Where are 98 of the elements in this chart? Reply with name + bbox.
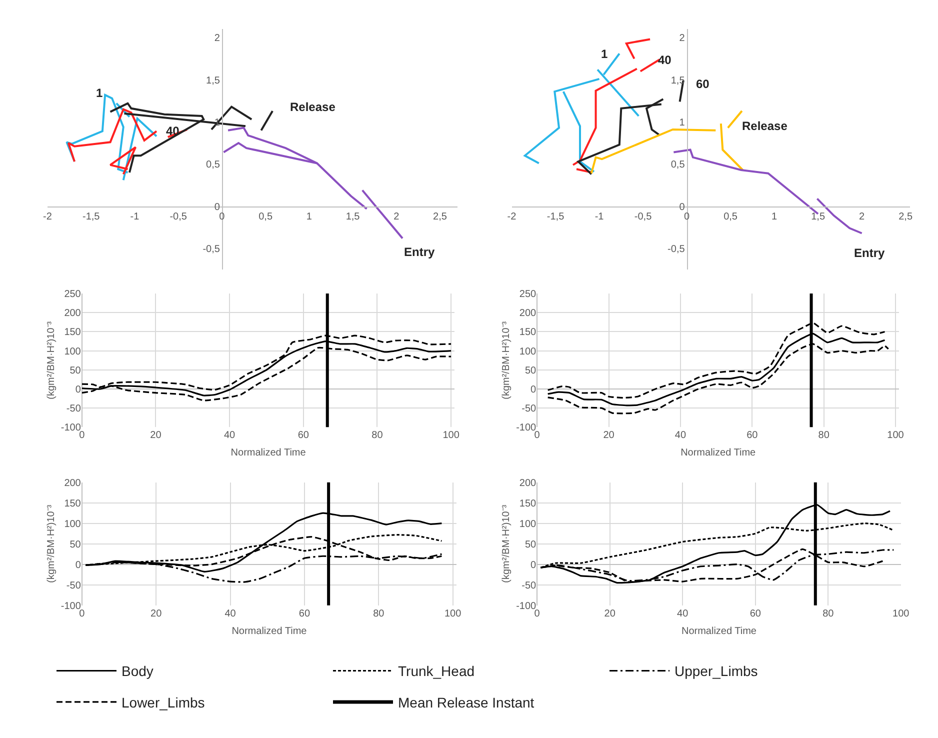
x-tick-label: 40 bbox=[224, 608, 236, 620]
y-tick-label: 1 bbox=[679, 117, 686, 128]
y-tick-label: 0 bbox=[75, 560, 82, 571]
x-axis-title: Normalized Time bbox=[681, 626, 757, 637]
y-tick-label: -0,5 bbox=[202, 244, 220, 255]
x-tick-label: 1 bbox=[772, 211, 778, 222]
x-tick-label: -0,5 bbox=[634, 211, 652, 222]
y-tick-label: 250 bbox=[64, 289, 82, 300]
x-tick-label: -0,5 bbox=[170, 211, 188, 222]
x-tick-label: 20 bbox=[150, 430, 162, 442]
y-axis-title: (kgm²/BM·H²)10⁻³ bbox=[46, 504, 57, 583]
x-tick-label: 2 bbox=[859, 211, 866, 222]
y-tick-label: 100 bbox=[64, 518, 82, 530]
x-tick-label: 2 bbox=[394, 211, 400, 222]
y-tick-label: 50 bbox=[524, 365, 537, 376]
y-tick-label: 150 bbox=[519, 327, 537, 338]
y-tick-label: 0 bbox=[214, 202, 220, 213]
x-tick-label: 20 bbox=[604, 608, 616, 620]
annotation: 40 bbox=[658, 53, 672, 67]
y-tick-label: 2 bbox=[679, 33, 686, 44]
y-tick-label: 0 bbox=[75, 384, 82, 396]
x-tick-label: 60 bbox=[746, 430, 758, 442]
annotation: 60 bbox=[696, 77, 710, 91]
y-tick-label: 2 bbox=[214, 33, 220, 44]
annotation: 1 bbox=[601, 47, 608, 61]
y-axis-title: (kgm²/BM·H²)10⁻³ bbox=[501, 320, 512, 400]
y-tick-label: 50 bbox=[524, 539, 537, 550]
x-tick-label: 80 bbox=[373, 608, 385, 620]
x-tick-label: 40 bbox=[677, 608, 689, 620]
x-tick-label: 20 bbox=[150, 608, 162, 620]
y-tick-label: 150 bbox=[64, 498, 82, 510]
annotation: Entry bbox=[404, 245, 435, 259]
y-tick-label: 200 bbox=[64, 308, 82, 320]
y-tick-label: 200 bbox=[519, 308, 537, 320]
x-tick-label: -1 bbox=[130, 211, 140, 222]
x-tick-label: 20 bbox=[603, 430, 615, 442]
x-tick-label: 0,5 bbox=[724, 211, 738, 222]
y-tick-label: 0,5 bbox=[670, 160, 686, 171]
x-tick-label: 100 bbox=[892, 608, 910, 620]
x-tick-label: 40 bbox=[224, 430, 236, 442]
x-tick-label: 60 bbox=[298, 608, 310, 620]
annotation: 40 bbox=[166, 124, 180, 138]
y-tick-label: 0 bbox=[530, 384, 537, 396]
y-tick-label: 150 bbox=[519, 498, 537, 510]
x-tick-label: 0,5 bbox=[258, 211, 273, 222]
y-tick-label: -50 bbox=[522, 404, 537, 415]
y-tick-label: 100 bbox=[519, 346, 537, 358]
annotation: Release bbox=[742, 119, 788, 133]
y-tick-label: 1,5 bbox=[206, 75, 220, 86]
x-tick-label: 2,5 bbox=[898, 211, 913, 222]
y-tick-label: 150 bbox=[64, 327, 82, 338]
x-tick-label: 60 bbox=[750, 608, 762, 620]
y-tick-label: 0 bbox=[679, 202, 686, 213]
y-axis-title: (kgm²/BM·H²)10⁻³ bbox=[46, 320, 57, 400]
x-tick-label: 1 bbox=[306, 211, 312, 222]
legend-label: Trunk_Head bbox=[398, 663, 475, 680]
y-tick-label: -100 bbox=[516, 600, 537, 612]
x-tick-label: 1,5 bbox=[346, 211, 360, 222]
legend-label: Upper_Limbs bbox=[674, 663, 758, 680]
y-tick-label: 0 bbox=[530, 560, 537, 571]
annotation: Release bbox=[290, 100, 336, 114]
y-tick-label: 50 bbox=[70, 539, 82, 550]
legend-label: Body bbox=[122, 663, 154, 680]
x-axis-title: Normalized Time bbox=[680, 448, 756, 459]
y-tick-label: 200 bbox=[519, 478, 537, 489]
x-tick-label: -1 bbox=[594, 211, 604, 222]
legend-label: Mean Release Instant bbox=[398, 694, 534, 710]
y-tick-label: 200 bbox=[64, 478, 82, 489]
legend-label: Lower_Limbs bbox=[122, 694, 205, 710]
x-tick-label: 40 bbox=[674, 430, 686, 442]
x-axis-title: Normalized Time bbox=[230, 448, 306, 459]
x-tick-label: 80 bbox=[372, 430, 384, 442]
x-tick-label: 2,5 bbox=[433, 211, 448, 222]
y-tick-label: 100 bbox=[519, 518, 537, 530]
y-tick-label: 1,5 bbox=[670, 75, 686, 86]
x-tick-label: 100 bbox=[444, 608, 462, 620]
x-tick-label: 80 bbox=[822, 608, 834, 620]
y-axis-title: (kgm²/BM·H²)10⁻³ bbox=[501, 504, 512, 583]
x-tick-label: 80 bbox=[818, 430, 830, 442]
x-tick-label: 1,5 bbox=[811, 211, 826, 222]
y-tick-label: -50 bbox=[522, 580, 537, 592]
x-tick-label: 60 bbox=[298, 430, 310, 442]
y-tick-label: 50 bbox=[70, 365, 82, 376]
y-tick-label: 250 bbox=[519, 289, 537, 300]
x-tick-label: -1,5 bbox=[546, 211, 565, 222]
annotation: 1 bbox=[96, 86, 103, 100]
y-tick-label: -0,5 bbox=[668, 244, 686, 255]
y-tick-label: 0,5 bbox=[206, 160, 220, 171]
x-tick-label: -2 bbox=[507, 211, 517, 222]
annotation: Entry bbox=[854, 246, 885, 260]
y-tick-label: -50 bbox=[66, 404, 82, 415]
x-tick-label: -1,5 bbox=[82, 211, 100, 222]
x-tick-label: 100 bbox=[442, 430, 460, 442]
y-tick-label: -50 bbox=[66, 580, 82, 592]
y-tick-label: 100 bbox=[64, 346, 82, 358]
x-tick-label: -2 bbox=[43, 211, 52, 222]
x-axis-title: Normalized Time bbox=[232, 626, 308, 637]
x-tick-label: 100 bbox=[887, 430, 904, 442]
